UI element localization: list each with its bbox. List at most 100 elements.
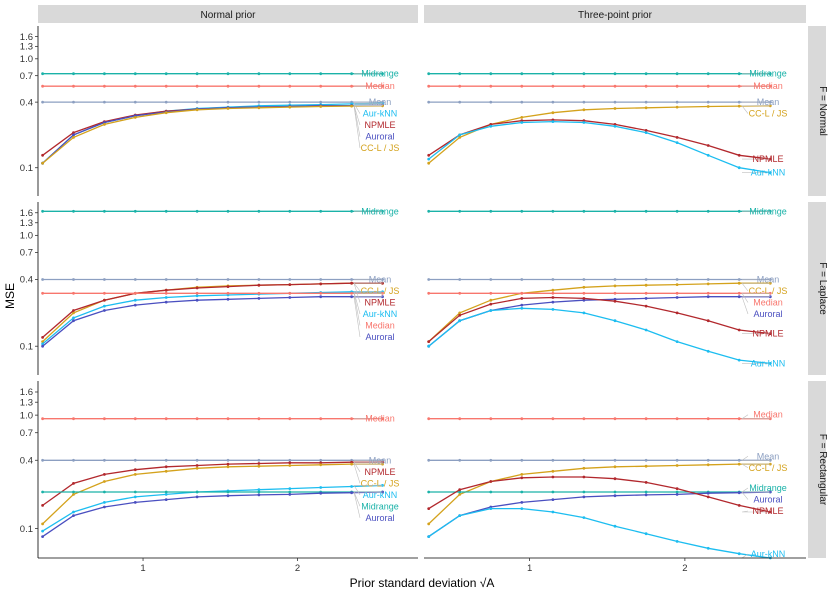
data-point [613, 278, 617, 281]
data-point [613, 299, 617, 303]
data-point [288, 84, 292, 88]
data-point [103, 458, 106, 462]
series-label: CC-L / JS [361, 286, 400, 296]
data-point [195, 495, 199, 499]
data-point [133, 468, 137, 472]
data-point [103, 490, 106, 494]
data-point [520, 476, 524, 480]
data-point [675, 100, 679, 104]
y-tick-label: 0.7 [20, 71, 33, 82]
data-point [226, 291, 230, 295]
data-point [103, 123, 106, 126]
data-point [458, 514, 462, 517]
data-point [644, 481, 648, 484]
series-label: Midrange [749, 69, 787, 79]
data-point [613, 490, 617, 494]
data-point [706, 417, 710, 421]
data-point [288, 296, 292, 299]
label-leader [353, 291, 383, 315]
plot-panels [41, 72, 772, 560]
series-label: Aur-kNN [363, 490, 398, 500]
data-point [133, 116, 137, 119]
data-point [582, 297, 586, 300]
series-label: Median [753, 410, 783, 420]
data-point [195, 278, 199, 281]
data-point [427, 507, 431, 510]
series-label: Mean [757, 97, 780, 107]
y-tick-label: 1.6 [20, 387, 33, 398]
data-point [257, 490, 261, 494]
row-strip [808, 202, 826, 375]
data-point [458, 319, 462, 323]
data-point [257, 209, 261, 213]
data-point [582, 458, 586, 462]
data-point [458, 458, 462, 462]
data-point [72, 510, 75, 514]
data-point [644, 464, 648, 468]
data-point [551, 296, 555, 299]
data-point [582, 84, 586, 88]
data-point [458, 311, 462, 315]
data-point [489, 507, 493, 510]
data-point [427, 291, 431, 295]
data-point [195, 100, 199, 104]
data-point [103, 304, 106, 308]
y-tick-label: 0.1 [20, 341, 33, 352]
series-label: Auroral [753, 309, 782, 319]
data-point [675, 487, 679, 490]
data-point [72, 490, 75, 494]
data-point [458, 100, 462, 104]
data-point [675, 291, 679, 295]
label-leader [741, 282, 771, 292]
data-point [675, 283, 679, 286]
data-point [520, 303, 524, 307]
series-line [42, 282, 383, 338]
series-line [42, 463, 383, 525]
data-point [644, 328, 648, 332]
data-point [458, 133, 462, 137]
data-point [72, 311, 75, 315]
data-point [644, 278, 648, 281]
data-point [489, 72, 493, 76]
data-point [706, 546, 710, 550]
data-point [644, 291, 648, 295]
row-strip-label: F = Normal [817, 86, 828, 136]
series-label: Mean [369, 274, 392, 284]
data-point [72, 278, 75, 281]
data-point [675, 464, 679, 467]
data-point [644, 417, 648, 421]
data-point [226, 465, 230, 469]
data-point [737, 328, 741, 332]
series-line [428, 105, 771, 164]
series-label: Median [753, 81, 783, 91]
data-point [551, 469, 555, 473]
data-point [737, 491, 741, 495]
data-point [737, 72, 741, 76]
data-point [582, 209, 586, 213]
data-point [164, 100, 168, 104]
data-point [520, 490, 524, 494]
data-point [103, 480, 106, 483]
data-point [706, 495, 710, 499]
series-line [42, 105, 383, 164]
x-tick-label: 1 [527, 563, 532, 574]
data-point [582, 516, 586, 519]
data-point [288, 72, 292, 76]
data-point [72, 417, 75, 421]
data-point [613, 100, 617, 104]
data-point [675, 141, 679, 145]
data-point [644, 304, 648, 308]
data-point [164, 291, 168, 295]
series-label: Median [753, 297, 783, 307]
data-point [737, 552, 741, 556]
data-point [72, 291, 75, 295]
data-point [41, 161, 44, 165]
label-leader [741, 105, 771, 114]
data-point [72, 209, 75, 213]
data-point [458, 417, 462, 421]
series-line [42, 104, 383, 156]
label-leader [740, 463, 771, 469]
data-point [737, 295, 741, 299]
data-point [350, 278, 353, 281]
